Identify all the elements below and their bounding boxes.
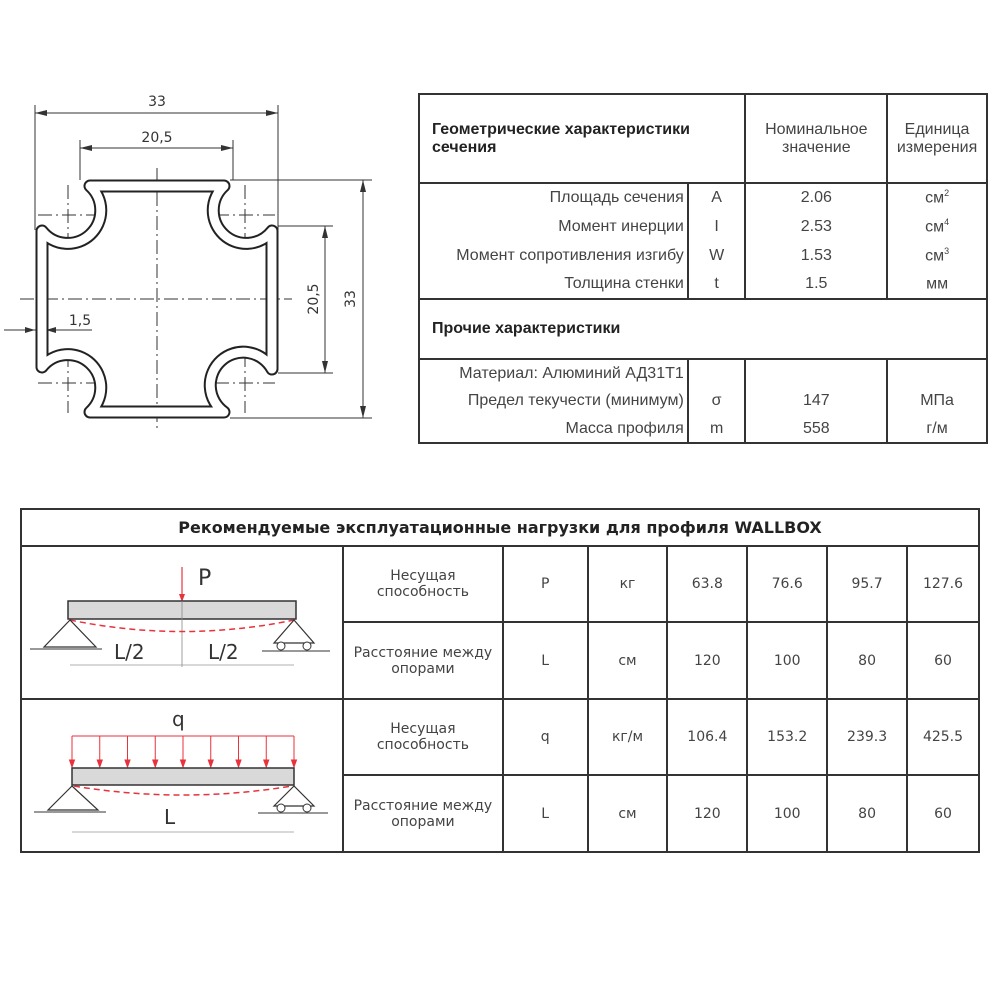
row-value: 76.6 bbox=[746, 545, 829, 623]
row-label: Материал: Алюминий АД31Т1 bbox=[418, 358, 689, 387]
row-symbol: I bbox=[686, 212, 747, 241]
half-span-label-left: L/2 bbox=[114, 640, 145, 664]
geometry-header-value: Номинальное значение bbox=[744, 93, 889, 184]
row-label: Расстояние между опорами bbox=[342, 774, 504, 853]
row-unit: г/м bbox=[886, 415, 988, 444]
row-value: 558 bbox=[744, 415, 889, 444]
roller-support-icon bbox=[272, 785, 316, 807]
point-load-beam-diagram: P L/2 L/2 bbox=[30, 566, 330, 667]
row-symbol bbox=[686, 358, 747, 387]
row-value: 95.7 bbox=[826, 545, 909, 623]
geometry-header-unit: Единица измерения bbox=[886, 93, 988, 184]
distributed-load-beam-diagram: q L bbox=[34, 707, 328, 833]
row-label: Несущая способность bbox=[342, 698, 504, 776]
geometry-row: Момент инерции I 2.53 см4 bbox=[418, 212, 988, 241]
row-symbol: σ bbox=[686, 387, 747, 415]
row-unit: кг bbox=[586, 545, 669, 623]
load-row: Расстояние между опорами L см 120 100 80 60 bbox=[21, 621, 980, 700]
row-value: 63.8 bbox=[666, 545, 749, 623]
row-value: 120 bbox=[666, 621, 749, 700]
other-row: Масса профиля m 558 г/м bbox=[418, 415, 988, 444]
force-label: P bbox=[198, 566, 211, 591]
row-value: 1.53 bbox=[744, 241, 889, 270]
row-unit: МПа bbox=[886, 387, 988, 415]
row-symbol: W bbox=[686, 241, 747, 270]
row-unit bbox=[886, 358, 988, 387]
geometry-header-title: Геометрические характеристики сечения bbox=[417, 93, 747, 184]
geometry-row: Момент сопротивления изгибу W 1.53 см3 bbox=[418, 241, 988, 270]
row-value: 239.3 bbox=[826, 698, 909, 776]
row-symbol: q bbox=[501, 698, 589, 776]
row-unit: см bbox=[586, 774, 669, 853]
row-value: 1.5 bbox=[744, 270, 889, 299]
geometry-row: Площадь сечения A 2.06 см2 bbox=[418, 182, 988, 212]
dim-inner-width-label: 20,5 bbox=[141, 130, 172, 146]
row-value: 147 bbox=[744, 387, 889, 415]
row-value: 106.4 bbox=[666, 698, 749, 776]
load-table-title: Рекомендуемые эксплуатационные нагрузки … bbox=[20, 508, 980, 547]
half-span-label-right: L/2 bbox=[208, 640, 239, 664]
row-label: Толщина стенки bbox=[418, 270, 689, 299]
dim-inner-height-label: 20,5 bbox=[306, 283, 322, 314]
row-value: 120 bbox=[666, 774, 749, 853]
row-value: 2.06 bbox=[744, 182, 889, 212]
row-unit: см bbox=[586, 621, 669, 700]
row-value: 80 bbox=[826, 621, 909, 700]
row-symbol: t bbox=[686, 270, 747, 299]
row-unit: см2 bbox=[886, 182, 988, 212]
row-unit: кг/м bbox=[586, 698, 669, 776]
row-value: 100 bbox=[746, 621, 829, 700]
row-value: 153.2 bbox=[746, 698, 829, 776]
row-value: 425.5 bbox=[906, 698, 980, 776]
row-value: 60 bbox=[906, 621, 980, 700]
force-label: q bbox=[172, 707, 185, 731]
load-table: Рекомендуемые эксплуатационные нагрузки … bbox=[19, 508, 980, 853]
row-unit: мм bbox=[886, 270, 988, 299]
other-section-title: Прочие характеристики bbox=[418, 298, 988, 360]
load-row: Расстояние между опорами L см 120 100 80 60 bbox=[21, 774, 980, 853]
row-symbol: L bbox=[501, 621, 589, 700]
profile-cross-section-drawing: 33 20,5 1,5 33 20,5 bbox=[4, 94, 372, 430]
load-row: Несущая способность q кг/м 106.4 153.2 239.… bbox=[19, 698, 980, 853]
row-label: Момент инерции bbox=[418, 212, 689, 241]
row-label: Площадь сечения bbox=[418, 182, 689, 212]
row-unit: см4 bbox=[886, 212, 988, 241]
row-unit: см3 bbox=[886, 241, 988, 270]
row-value: 60 bbox=[906, 774, 980, 853]
geometry-table: Геометрические характеристики сечения Но… bbox=[417, 93, 988, 444]
row-symbol: m bbox=[686, 415, 747, 444]
row-symbol: A bbox=[686, 182, 747, 212]
row-value: 100 bbox=[746, 774, 829, 853]
row-value bbox=[744, 358, 889, 387]
row-label: Масса профиля bbox=[418, 415, 689, 444]
row-label: Момент сопротивления изгибу bbox=[418, 241, 689, 270]
row-label: Предел текучести (минимум) bbox=[418, 387, 689, 415]
row-label: Расстояние между опорами bbox=[342, 621, 504, 700]
row-value: 2.53 bbox=[744, 212, 889, 241]
dim-width-label: 33 bbox=[148, 94, 166, 110]
other-row: Материал: Алюминий АД31Т1 bbox=[418, 358, 988, 387]
fixed-support-icon bbox=[46, 785, 100, 811]
row-symbol: P bbox=[501, 545, 589, 623]
dim-height-label: 33 bbox=[343, 290, 359, 308]
fixed-support-icon bbox=[42, 619, 98, 648]
roller-support-icon bbox=[272, 619, 316, 644]
row-value: 80 bbox=[826, 774, 909, 853]
row-value: 127.6 bbox=[906, 545, 980, 623]
row-label: Несущая способность bbox=[342, 545, 504, 623]
dim-wall-label: 1,5 bbox=[69, 313, 91, 329]
other-row: Предел текучести (минимум) σ 147 МПа bbox=[418, 387, 988, 415]
row-symbol: L bbox=[501, 774, 589, 853]
span-label: L bbox=[164, 805, 176, 829]
geometry-row: Толщина стенки t 1.5 мм bbox=[418, 270, 988, 299]
